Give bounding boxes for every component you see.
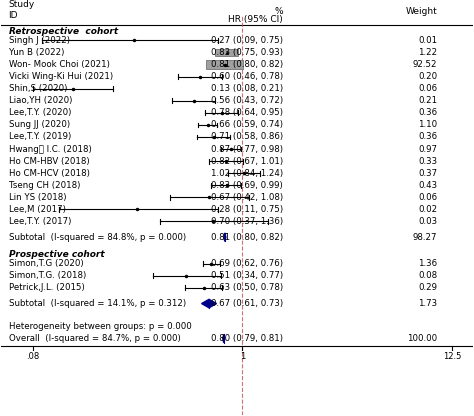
Text: Yun B (2022): Yun B (2022) <box>9 48 64 57</box>
Text: 0.87 (0.77, 0.98): 0.87 (0.77, 0.98) <box>211 145 283 154</box>
Text: Won- Mook Choi (2021): Won- Mook Choi (2021) <box>9 60 109 69</box>
Text: 0.69 (0.62, 0.76): 0.69 (0.62, 0.76) <box>211 259 283 268</box>
Text: Prospective cohort: Prospective cohort <box>9 250 104 259</box>
Text: 0.67 (0.42, 1.08): 0.67 (0.42, 1.08) <box>211 193 283 202</box>
Text: Ho CM-HBV (2018): Ho CM-HBV (2018) <box>9 157 89 166</box>
Text: Simon,T.G (2020): Simon,T.G (2020) <box>9 259 83 268</box>
Text: 0.51 (0.34, 0.77): 0.51 (0.34, 0.77) <box>211 271 283 280</box>
Text: 0.02: 0.02 <box>418 205 438 214</box>
Text: 0.63 (0.50, 0.78): 0.63 (0.50, 0.78) <box>211 283 283 292</box>
Text: 0.81 (0.80, 0.82): 0.81 (0.80, 0.82) <box>211 233 283 242</box>
Text: 0.78 (0.64, 0.95): 0.78 (0.64, 0.95) <box>211 108 283 117</box>
Text: Liao,YH (2020): Liao,YH (2020) <box>9 96 72 105</box>
Text: Overall  (I-squared = 84.7%, p = 0.000): Overall (I-squared = 84.7%, p = 0.000) <box>9 334 181 343</box>
Polygon shape <box>224 233 226 241</box>
Text: 0.28 (0.11, 0.75): 0.28 (0.11, 0.75) <box>211 205 283 214</box>
Text: 1.73: 1.73 <box>418 299 438 308</box>
Text: 0.03: 0.03 <box>418 217 438 226</box>
Text: Shin,S (2020): Shin,S (2020) <box>9 84 67 93</box>
Bar <box>215 49 238 56</box>
Text: 0.13 (0.08, 0.21): 0.13 (0.08, 0.21) <box>211 84 283 93</box>
Text: 0.81 (0.80, 0.82): 0.81 (0.80, 0.82) <box>211 60 283 69</box>
Text: 12.5: 12.5 <box>443 352 461 361</box>
Text: Lee,M (2017): Lee,M (2017) <box>9 205 65 214</box>
Text: 0.33: 0.33 <box>418 157 438 166</box>
Text: 0.43: 0.43 <box>418 181 438 190</box>
Text: 0.67 (0.61, 0.73): 0.67 (0.61, 0.73) <box>211 299 283 308</box>
Text: %: % <box>274 7 283 16</box>
Text: Singh J (2022): Singh J (2022) <box>9 36 70 45</box>
Text: 1: 1 <box>240 352 245 361</box>
Text: 0.70 (0.37, 1.36): 0.70 (0.37, 1.36) <box>211 217 283 226</box>
Text: 0.01: 0.01 <box>418 36 438 45</box>
Text: 0.08: 0.08 <box>418 271 438 280</box>
Text: Study
ID: Study ID <box>9 0 35 20</box>
Text: 0.06: 0.06 <box>418 193 438 202</box>
Text: 0.21: 0.21 <box>418 96 438 105</box>
Text: HR (95% CI): HR (95% CI) <box>228 15 283 24</box>
Text: 0.06: 0.06 <box>418 84 438 93</box>
Text: 0.66 (0.59, 0.74): 0.66 (0.59, 0.74) <box>211 120 283 129</box>
Text: Vicki Wing-Ki Hui (2021): Vicki Wing-Ki Hui (2021) <box>9 72 113 81</box>
Text: Lin YS (2018): Lin YS (2018) <box>9 193 66 202</box>
Text: Sung JJ (2020): Sung JJ (2020) <box>9 120 70 129</box>
Text: 0.83 (0.75, 0.93): 0.83 (0.75, 0.93) <box>211 48 283 57</box>
Text: 1.36: 1.36 <box>418 259 438 268</box>
Text: 1.02 (0.84, 1.24): 1.02 (0.84, 1.24) <box>211 169 283 178</box>
Text: 0.27 (0.09, 0.75): 0.27 (0.09, 0.75) <box>211 36 283 45</box>
Text: Subtotal  (I-squared = 84.8%, p = 0.000): Subtotal (I-squared = 84.8%, p = 0.000) <box>9 233 186 242</box>
Text: 0.36: 0.36 <box>418 132 438 141</box>
Text: 100.00: 100.00 <box>407 334 438 343</box>
Text: 0.97: 0.97 <box>418 145 438 154</box>
Text: Lee,T.Y. (2019): Lee,T.Y. (2019) <box>9 132 71 141</box>
Text: Lee,T.Y. (2017): Lee,T.Y. (2017) <box>9 217 71 226</box>
Text: Subtotal  (I-squared = 14.1%, p = 0.312): Subtotal (I-squared = 14.1%, p = 0.312) <box>9 299 186 308</box>
Text: 1.22: 1.22 <box>418 48 438 57</box>
Text: 0.20: 0.20 <box>418 72 438 81</box>
Text: Weight: Weight <box>406 7 438 16</box>
Text: 0.36: 0.36 <box>418 108 438 117</box>
Text: 0.82 (0.67, 1.01): 0.82 (0.67, 1.01) <box>211 157 283 166</box>
Text: 0.37: 0.37 <box>418 169 438 178</box>
Text: 0.29: 0.29 <box>418 283 438 292</box>
Text: Retrospective  cohort: Retrospective cohort <box>9 27 118 37</box>
Polygon shape <box>201 300 217 308</box>
Text: 0.60 (0.46, 0.78): 0.60 (0.46, 0.78) <box>211 72 283 81</box>
Text: 98.27: 98.27 <box>413 233 438 242</box>
Text: Lee,T.Y. (2020): Lee,T.Y. (2020) <box>9 108 71 117</box>
Text: Simon,T.G. (2018): Simon,T.G. (2018) <box>9 271 86 280</box>
Text: Hwang， I.C. (2018): Hwang， I.C. (2018) <box>9 145 91 154</box>
Text: 0.80 (0.79, 0.81): 0.80 (0.79, 0.81) <box>211 334 283 343</box>
Text: 92.52: 92.52 <box>413 60 438 69</box>
Text: 0.56 (0.43, 0.72): 0.56 (0.43, 0.72) <box>211 96 283 105</box>
Text: Petrick,J.L. (2015): Petrick,J.L. (2015) <box>9 283 84 292</box>
Bar <box>206 60 244 69</box>
Text: 1.10: 1.10 <box>418 120 438 129</box>
Text: .08: .08 <box>26 352 39 361</box>
Polygon shape <box>223 334 225 343</box>
Text: Heterogeneity between groups: p = 0.000: Heterogeneity between groups: p = 0.000 <box>9 322 191 331</box>
Text: Ho CM-HCV (2018): Ho CM-HCV (2018) <box>9 169 90 178</box>
Text: Tseng CH (2018): Tseng CH (2018) <box>9 181 80 190</box>
Text: 0.71 (0.58, 0.86): 0.71 (0.58, 0.86) <box>211 132 283 141</box>
Text: 0.83 (0.69, 0.99): 0.83 (0.69, 0.99) <box>211 181 283 190</box>
